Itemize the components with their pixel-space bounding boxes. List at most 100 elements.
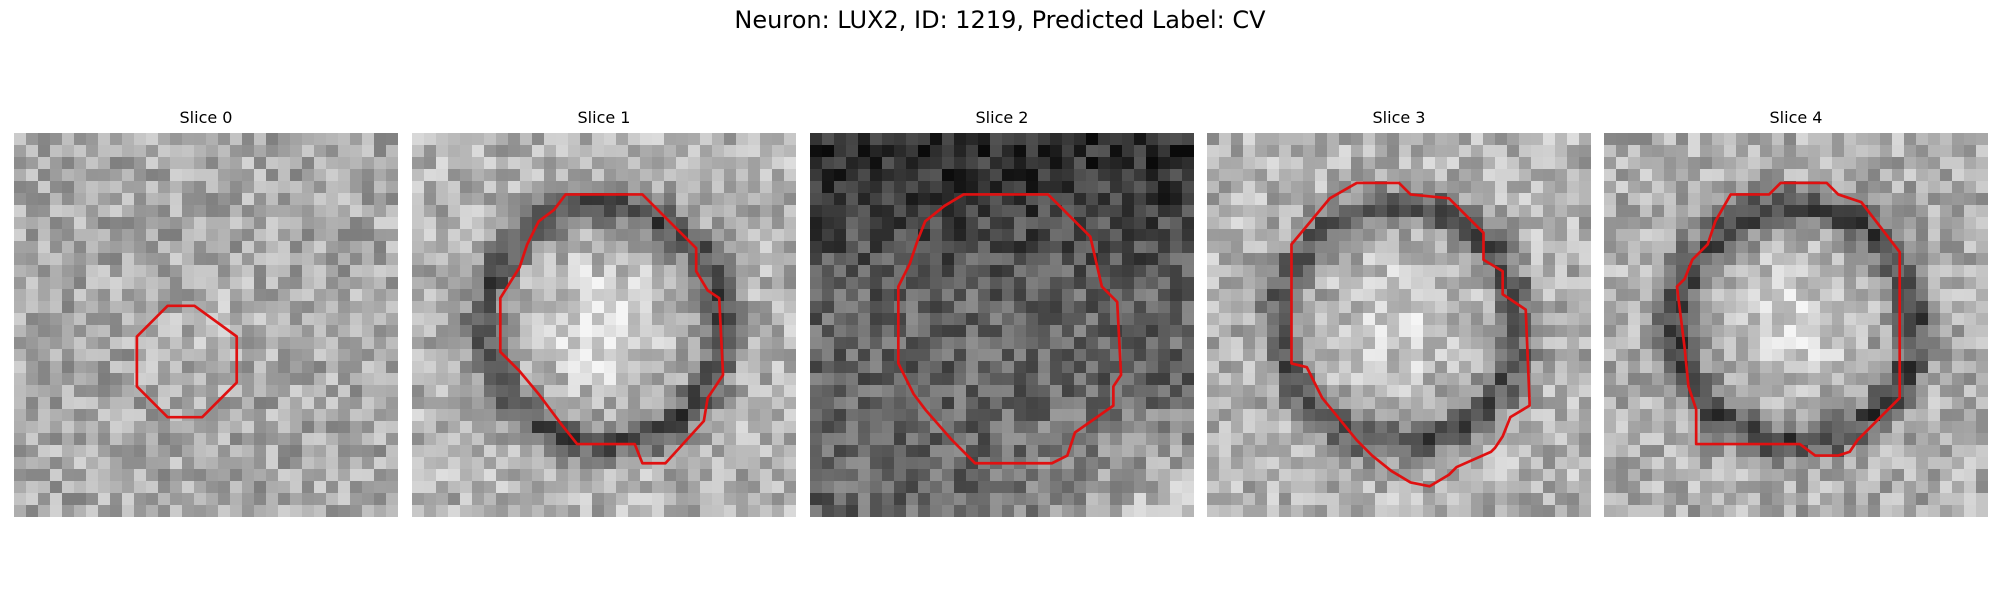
image-pixel	[424, 181, 437, 194]
image-pixel	[314, 301, 327, 314]
image-pixel	[1760, 205, 1773, 218]
image-pixel	[1267, 301, 1280, 314]
image-pixel	[218, 253, 231, 266]
image-pixel	[652, 481, 665, 494]
image-pixel	[1423, 373, 1436, 386]
image-pixel	[472, 349, 485, 362]
image-pixel	[1387, 505, 1400, 517]
image-pixel	[1399, 493, 1412, 506]
image-pixel	[1567, 205, 1580, 218]
image-pixel	[616, 373, 629, 386]
image-pixel	[1134, 385, 1147, 398]
image-pixel	[748, 457, 761, 470]
image-pixel	[1002, 337, 1015, 350]
image-pixel	[460, 337, 473, 350]
image-pixel	[1002, 361, 1015, 374]
image-pixel	[858, 409, 871, 422]
image-pixel	[784, 205, 796, 218]
image-pixel	[1796, 385, 1809, 398]
image-pixel	[1387, 265, 1400, 278]
image-pixel	[688, 145, 701, 158]
image-pixel	[1447, 253, 1460, 266]
image-pixel	[1002, 421, 1015, 434]
image-pixel	[894, 253, 907, 266]
image-pixel	[784, 409, 796, 422]
image-pixel	[1748, 457, 1761, 470]
image-pixel	[640, 337, 653, 350]
image-pixel	[640, 289, 653, 302]
image-pixel	[568, 421, 581, 434]
image-pixel	[1146, 493, 1159, 506]
image-pixel	[834, 481, 847, 494]
image-pixel	[460, 169, 473, 182]
image-pixel	[784, 493, 796, 506]
image-pixel	[448, 193, 461, 206]
image-pixel	[942, 313, 955, 326]
image-pixel	[50, 445, 63, 458]
image-pixel	[1724, 133, 1737, 146]
image-pixel	[810, 493, 823, 506]
image-pixel	[302, 313, 315, 326]
image-pixel	[1652, 193, 1665, 206]
image-pixel	[134, 277, 147, 290]
image-pixel	[424, 469, 437, 482]
image-pixel	[1712, 397, 1725, 410]
image-pixel	[1640, 157, 1653, 170]
image-pixel	[1399, 289, 1412, 302]
image-pixel	[362, 397, 375, 410]
image-pixel	[508, 253, 521, 266]
image-pixel	[846, 145, 859, 158]
image-pixel	[484, 421, 497, 434]
image-pixel	[556, 301, 569, 314]
image-pixel	[266, 361, 279, 374]
image-pixel	[1567, 133, 1580, 146]
image-pixel	[1207, 397, 1220, 410]
image-pixel	[1952, 337, 1965, 350]
image-pixel	[1904, 325, 1917, 338]
image-pixel	[1002, 301, 1015, 314]
image-pixel	[218, 277, 231, 290]
image-pixel	[1098, 361, 1111, 374]
image-pixel	[50, 361, 63, 374]
image-pixel	[1327, 337, 1340, 350]
image-pixel	[882, 493, 895, 506]
image-pixel	[894, 433, 907, 446]
image-pixel	[1555, 445, 1568, 458]
image-pixel	[978, 493, 991, 506]
image-pixel	[724, 397, 737, 410]
image-pixel	[1700, 325, 1713, 338]
image-pixel	[1868, 229, 1881, 242]
image-pixel	[1628, 373, 1641, 386]
image-pixel	[580, 325, 593, 338]
image-pixel	[1050, 157, 1063, 170]
image-pixel	[1399, 181, 1412, 194]
image-pixel	[1772, 265, 1785, 278]
image-pixel	[1579, 145, 1591, 158]
image-pixel	[424, 253, 437, 266]
image-pixel	[834, 445, 847, 458]
image-pixel	[822, 385, 835, 398]
image-pixel	[966, 373, 979, 386]
image-pixel	[822, 133, 835, 146]
image-pixel	[1928, 301, 1941, 314]
image-pixel	[122, 445, 135, 458]
image-pixel	[1098, 313, 1111, 326]
image-pixel	[616, 445, 629, 458]
image-pixel	[894, 205, 907, 218]
image-pixel	[350, 433, 363, 446]
image-pixel	[1303, 397, 1316, 410]
image-pixel	[1122, 157, 1135, 170]
image-pixel	[1808, 421, 1821, 434]
slice-title: Slice 4	[1769, 108, 1823, 127]
image-pixel	[1002, 493, 1015, 506]
image-pixel	[1182, 361, 1194, 374]
image-pixel	[1940, 193, 1953, 206]
image-pixel	[218, 289, 231, 302]
image-pixel	[712, 217, 725, 230]
image-pixel	[472, 421, 485, 434]
image-pixel	[1062, 421, 1075, 434]
image-pixel	[1519, 361, 1532, 374]
image-pixel	[374, 325, 387, 338]
image-pixel	[448, 349, 461, 362]
image-pixel	[1423, 157, 1436, 170]
